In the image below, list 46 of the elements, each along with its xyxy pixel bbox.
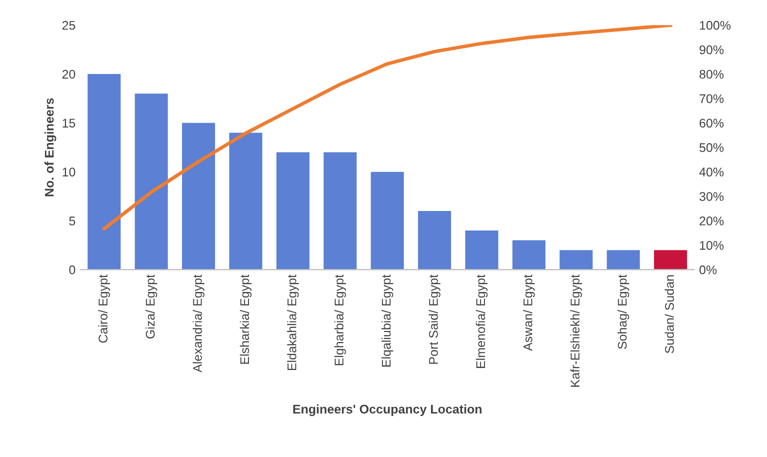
x-tick-label: Giza/ Egypt: [146, 274, 158, 338]
bar: [88, 74, 121, 270]
y2-tick-label: 30%: [699, 192, 724, 201]
x-tick-label: Port Said/ Egypt: [428, 274, 440, 364]
y2-tick-label: 0%: [699, 265, 717, 274]
x-tick-label: Sudan/ Sudan: [664, 275, 674, 354]
y2-tick-label: 50%: [699, 143, 724, 152]
bar: [276, 152, 310, 270]
bar: [606, 250, 640, 270]
bar: [134, 94, 168, 270]
x-tick-label: Aswan/ Egypt: [523, 274, 535, 351]
y2-tick-label: 40%: [699, 168, 724, 176]
x-tick-label: Alexandria/ Egypt: [192, 274, 204, 372]
bar: [465, 230, 498, 270]
y2-tick-label: 70%: [700, 94, 724, 104]
x-tick-label: Sohag/ Egypt: [618, 274, 630, 349]
y2-tick-label: 100%: [700, 20, 731, 30]
y2-tick-label: 80%: [700, 70, 724, 79]
bar: [324, 152, 357, 270]
bar: [560, 250, 593, 270]
y-tick-label: 20: [62, 70, 76, 79]
x-tick-label: Elqaliubia/ Egypt: [382, 274, 394, 367]
bar: [229, 132, 262, 270]
y2-tick-label: 10%: [700, 240, 724, 250]
y2-tick-label: 90%: [700, 45, 724, 54]
x-tick-label: Elsharkia/ Egypt: [240, 274, 252, 364]
y-tick-label: 15: [62, 118, 76, 128]
x-tick-label: Eldakahlia/ Egypt: [287, 274, 299, 370]
bar: [182, 122, 216, 270]
x-tick-label: Elmenofia/ Egypt: [476, 274, 488, 368]
x-tick-label: Cairo/ Egypt: [98, 274, 110, 343]
x-tick-label: Elgharbia/ Egypt: [334, 274, 346, 366]
line-series: [102, 25, 672, 231]
y-tick-label: 5: [69, 216, 76, 226]
y-tick-label: 10: [62, 168, 76, 176]
y2-tick-label: 20%: [700, 216, 724, 226]
bar: [654, 250, 688, 270]
x-tick-label: Kafr-Elshiekh/ Egypt: [570, 274, 582, 387]
x-axis-title: Engineers' Occupancy Location: [293, 404, 482, 416]
bar: [512, 240, 546, 270]
bar: [370, 172, 404, 270]
y-tick-label: 25: [62, 20, 76, 30]
y-axis-title: No. of Engineers: [44, 98, 56, 196]
bar: [418, 210, 452, 270]
y-tick-label: 0: [69, 265, 76, 274]
y2-tick-label: 60%: [700, 118, 724, 128]
